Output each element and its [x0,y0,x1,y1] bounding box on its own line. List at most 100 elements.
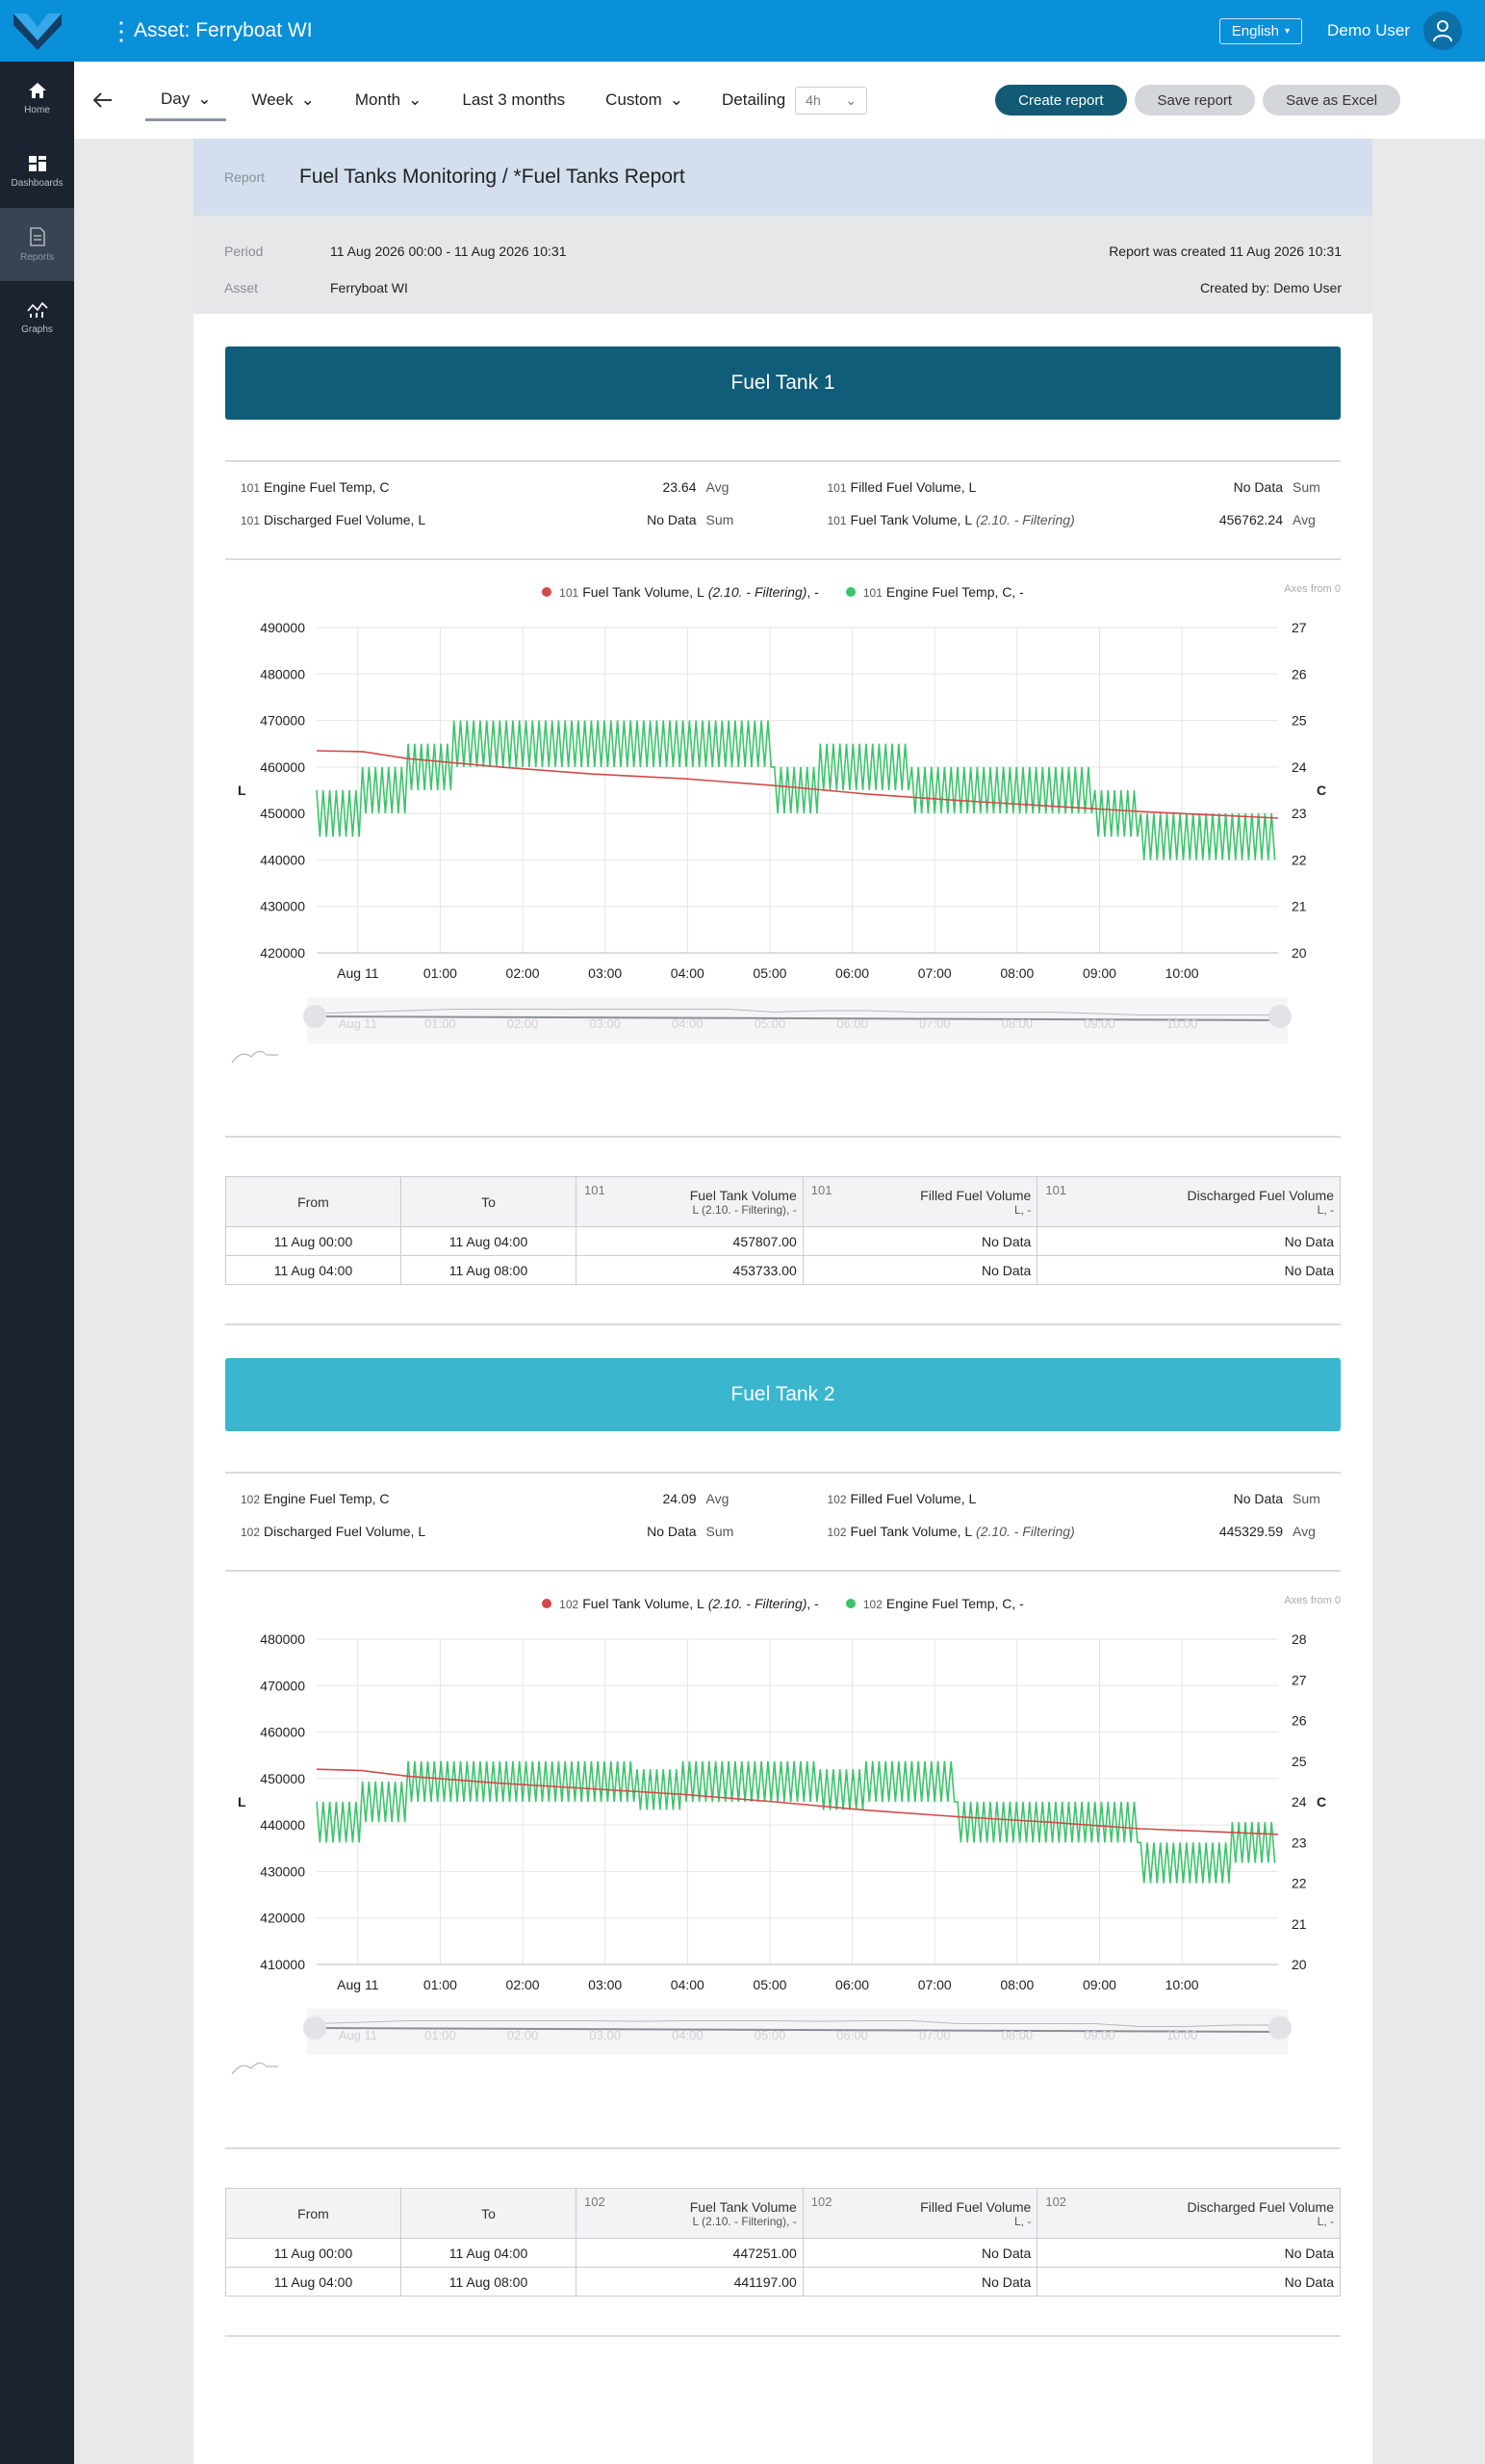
chevron-down-icon: ⌄ [408,90,422,109]
x-tick-label: 03:00 [588,965,622,981]
tank-section: Fuel Tank 1 101 Engine Fuel Temp, C 23.64 A… [193,346,1372,1325]
stat-name: Fuel Tank Volume, L (2.10. - Filtering) [850,512,1075,527]
y-left-axis-title: L [238,1794,246,1810]
detailing-select[interactable]: 4h ⌄ [795,86,868,115]
x-tick-label: 08:00 [1000,1977,1034,1992]
range-handle-right[interactable] [1268,2016,1292,2040]
save-excel-button[interactable]: Save as Excel [1263,85,1401,116]
x-tick-label: 04:00 [671,965,704,981]
app-logo[interactable] [0,0,74,62]
sensor-id: 102 [241,1493,261,1506]
range-handle-left[interactable] [303,2016,326,2040]
range-handle-left[interactable] [303,1005,326,1028]
stat-aggregation: Sum [705,512,734,527]
range-handle-right[interactable] [1268,1005,1292,1028]
legend-item[interactable]: 102 Engine Fuel Temp, C, - [845,1596,1024,1611]
created-at: Report was created 11 Aug 2026 10:31 [1109,244,1342,259]
legend-label: Engine Fuel Temp, C, - [885,1596,1024,1611]
user-avatar[interactable] [1423,12,1462,50]
navigator-tick-label: 03:00 [589,1016,621,1031]
series-line-engine-fuel-temp[interactable] [316,1760,1276,1884]
sidebar-item-dashboards[interactable]: Dashboards [0,135,74,208]
line-chart[interactable]: 410000 420000 430000 440000 450000 460000 4700… [193,1618,1372,2138]
sidebar-item-label: Reports [19,251,54,263]
table-row: 11 Aug 00:00 11 Aug 04:00 447251.00 No Data… [225,2238,1341,2268]
tab-last-3-months[interactable]: Last 3 months [447,79,580,121]
top-bar: ⋮ Asset: Ferryboat WI English ▾ Demo Use… [0,0,1485,62]
cell-value: No Data [1037,1226,1341,1256]
back-arrow-icon[interactable] [93,92,126,108]
tab-label: Last 3 months [462,90,566,109]
navigator-tick-label: 06:00 [836,1016,868,1031]
y-right-tick-label: 22 [1292,852,1307,867]
navigator-tick-label: 07:00 [919,2028,951,2042]
create-report-button[interactable]: Create report [995,85,1127,116]
divider [225,1472,1341,1474]
detailing-label: Detailing [722,90,786,109]
x-tick-label: 07:00 [918,1977,952,1992]
legend-item[interactable]: 101 Fuel Tank Volume, L (2.10. - Filterin… [542,584,819,600]
stat-name: Engine Fuel Temp, C [264,479,390,495]
table-row: 11 Aug 04:00 11 Aug 08:00 453733.00 No Data… [225,1255,1341,1285]
asset-title: Asset: Ferryboat WI [134,19,313,41]
tab-day[interactable]: Day ⌄ [145,79,227,121]
legend-item[interactable]: 101 Engine Fuel Temp, C, - [845,584,1024,600]
tab-month[interactable]: Month ⌄ [340,79,438,121]
col-header-name: Filled Fuel Volume [920,1187,1032,1203]
x-tick-label: 04:00 [671,1977,704,1992]
x-tick-label: 02:00 [506,1977,540,1992]
tab-custom[interactable]: Custom ⌄ [590,79,699,121]
legend-item[interactable]: 102 Fuel Tank Volume, L (2.10. - Filterin… [542,1596,819,1611]
col-header-unit: L, - [1014,1202,1032,1217]
x-tick-label: 09:00 [1083,1977,1116,1992]
mini-preview-icon [231,2062,278,2075]
col-header-c1: 101 Fuel Tank Volume L (2.10. - Filtering)… [576,1176,804,1227]
navigator-tick-label: 05:00 [755,2028,786,2042]
stat-aggregation: Avg [705,1491,730,1506]
legend-note: (2.10. - Filtering) [704,584,807,600]
series-line-engine-fuel-temp[interactable] [316,720,1276,860]
cell-value: No Data [802,1226,1038,1256]
y-right-tick-label: 24 [1292,1794,1307,1810]
col-header-name: Discharged Fuel Volume [1187,2198,1334,2215]
divider [225,1323,1341,1325]
kebab-menu-icon[interactable]: ⋮ [109,16,134,45]
cell-value: 453733.00 [576,1255,804,1285]
language-select[interactable]: English ▾ [1218,17,1303,44]
col-header-from: From [225,1176,401,1227]
series-line-fuel-tank-volume[interactable] [316,750,1279,819]
user-name[interactable]: Demo User [1327,21,1410,39]
sidebar-item-home[interactable]: Home [0,62,74,135]
tab-label: Month [354,90,401,109]
y-right-tick-label: 23 [1292,1835,1307,1850]
language-value: English [1231,22,1279,39]
cell-value: No Data [802,1255,1038,1285]
chevron-down-icon: ⌄ [669,90,683,109]
y-right-tick-label: 26 [1292,1713,1307,1729]
col-header-name: Discharged Fuel Volume [1187,1187,1334,1203]
sidebar-item-reports[interactable]: Reports [0,208,74,281]
y-left-tick-label: 460000 [260,759,305,775]
sidebar-item-graphs[interactable]: Graphs [0,281,74,354]
table-row: 11 Aug 04:00 11 Aug 08:00 441197.00 No Data… [225,2267,1341,2297]
stat-value: 456762.24 [1218,512,1283,527]
series-line-fuel-tank-volume[interactable] [316,1768,1279,1835]
y-left-tick-label: 490000 [260,620,305,635]
tab-week[interactable]: Week ⌄ [236,79,329,121]
sensor-id: 101 [584,1183,605,1197]
col-header-unit: L (2.10. - Filtering), - [692,2214,797,2228]
x-tick-label: 05:00 [753,965,786,981]
y-left-tick-label: 430000 [260,899,305,914]
y-right-tick-label: 28 [1292,1631,1307,1647]
line-chart[interactable]: 420000 430000 440000 450000 460000 470000 4800… [193,606,1372,1126]
asset-value: Ferryboat WI [330,280,408,295]
col-header-c3: 102 Discharged Fuel Volume L, - [1037,2188,1341,2239]
col-header-from: From [225,2188,401,2239]
save-report-button[interactable]: Save report [1134,85,1256,116]
y-right-tick-label: 24 [1292,759,1307,775]
y-right-tick-label: 23 [1292,806,1307,821]
navigator-tick-label: 07:00 [919,1016,951,1031]
stat-row: 101 Engine Fuel Temp, C 23.64 Avg [225,479,755,512]
legend-dot [845,1599,856,1608]
legend-dot [542,587,552,597]
